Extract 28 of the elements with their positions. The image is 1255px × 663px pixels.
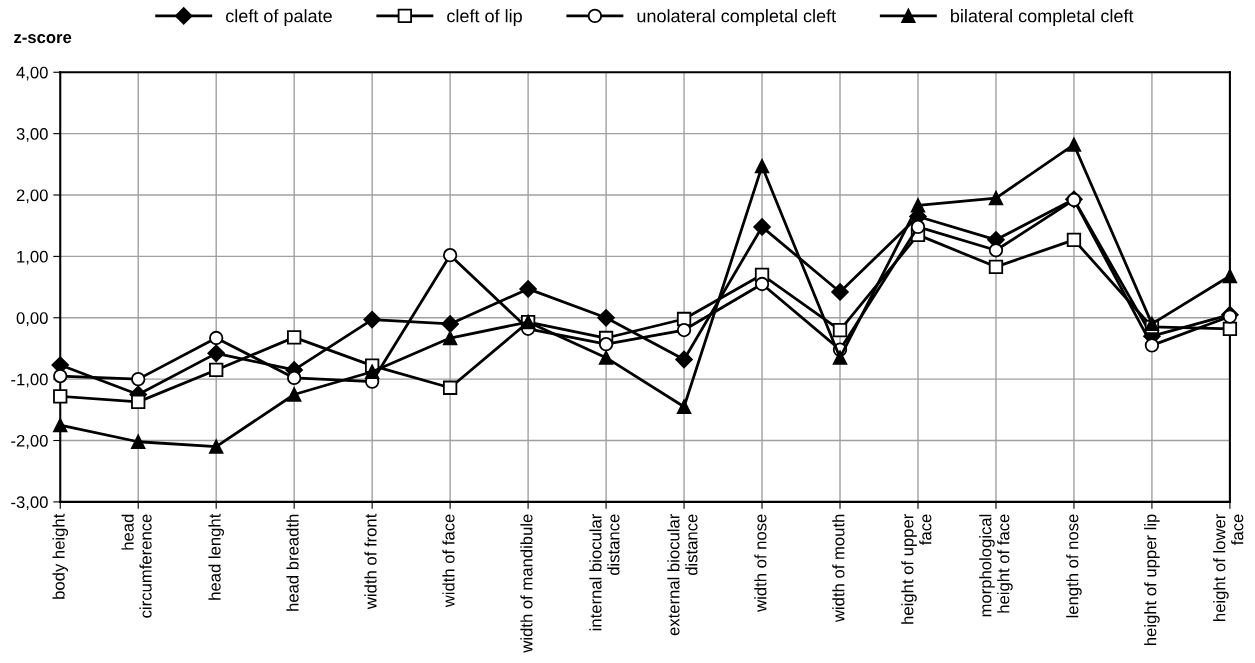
y-axis-title: z-score bbox=[14, 34, 72, 44]
x-tick-label: width of mouth bbox=[832, 514, 845, 623]
y-tick-label: 1,00 bbox=[17, 250, 48, 265]
y-tick-label: 4,00 bbox=[16, 66, 48, 81]
legend-label: cleft of lip bbox=[447, 9, 522, 26]
x-tick-label: width of front bbox=[364, 513, 377, 610]
x-tick-label: height of lower face bbox=[1213, 513, 1244, 621]
y-tick-label: 0,00 bbox=[16, 312, 48, 326]
x-tick-label: body height bbox=[52, 513, 69, 599]
legend-label: bilateral completal cleft bbox=[951, 9, 1134, 26]
y-tick-label: -1,00 bbox=[11, 373, 48, 388]
y-tick-label: -2,00 bbox=[11, 434, 48, 449]
y-tick-label: -3,00 bbox=[11, 496, 48, 511]
x-tick-label: width of mandibule bbox=[520, 514, 533, 653]
x-tick-label: internal biocular distance bbox=[589, 513, 620, 631]
x-tick-label: height of upper face bbox=[901, 513, 932, 624]
legend-label: unolateral completal cleft bbox=[637, 9, 836, 26]
y-tick-label: 2,00 bbox=[16, 189, 48, 204]
x-tick-label: head breadth bbox=[286, 514, 299, 611]
x-tick-label: width of face bbox=[442, 514, 455, 608]
x-tick-label: head lenght bbox=[208, 513, 224, 600]
x-tick-label: head circumference bbox=[121, 514, 152, 618]
y-tick-label: 3,00 bbox=[16, 128, 48, 142]
x-tick-label: height of upper lip bbox=[1144, 514, 1160, 646]
legend-label: cleft of palate bbox=[226, 9, 332, 26]
x-tick-label: width of nose bbox=[754, 514, 767, 612]
x-tick-label: length of nose bbox=[1066, 514, 1082, 618]
x-tick-label: external biocular distance bbox=[667, 513, 698, 636]
